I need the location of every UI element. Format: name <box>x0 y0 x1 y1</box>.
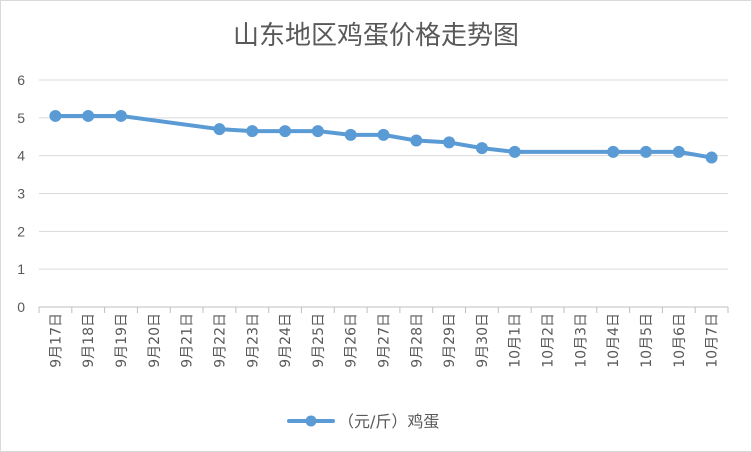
x-tick-label: 10月1日 <box>508 313 524 368</box>
x-tick-label: 9月21日 <box>180 313 196 368</box>
x-tick-label: 9月19日 <box>114 313 130 368</box>
data-point <box>508 145 521 158</box>
x-tick-label: 10月4日 <box>606 313 622 368</box>
data-point <box>475 142 488 155</box>
data-point <box>246 125 259 138</box>
data-point <box>49 109 62 122</box>
legend-marker <box>305 415 317 427</box>
chart-title: 山东地区鸡蛋价格走势图 <box>232 21 519 51</box>
data-point <box>377 128 390 141</box>
x-tick-label: 9月27日 <box>377 313 393 368</box>
x-tick-label: 9月22日 <box>212 313 228 368</box>
x-tick-label: 9月17日 <box>48 313 64 368</box>
data-point <box>311 125 324 138</box>
y-tick-label: 2 <box>17 223 25 239</box>
x-tick-label: 9月24日 <box>278 313 294 368</box>
data-point <box>213 123 226 136</box>
x-tick-label: 9月25日 <box>311 313 327 368</box>
legend-label: （元/斤）鸡蛋 <box>338 412 439 431</box>
x-tick-label: 9月20日 <box>147 313 163 368</box>
data-point <box>672 145 685 158</box>
x-tick-label: 10月6日 <box>672 313 688 368</box>
x-tick-label: 9月26日 <box>344 313 360 368</box>
data-point <box>344 128 357 141</box>
data-point <box>705 151 718 164</box>
data-point <box>443 136 456 149</box>
data-point <box>82 109 95 122</box>
x-tick-label: 9月18日 <box>81 313 97 368</box>
x-tick-label: 10月2日 <box>541 313 557 368</box>
y-tick-label: 0 <box>17 299 25 315</box>
x-tick-label: 10月5日 <box>639 313 655 368</box>
x-tick-label: 9月29日 <box>442 313 458 368</box>
y-tick-label: 4 <box>17 148 25 164</box>
y-tick-label: 1 <box>17 261 25 277</box>
x-tick-label: 9月23日 <box>245 313 261 368</box>
data-point <box>607 145 620 158</box>
y-tick-label: 3 <box>17 186 25 202</box>
x-tick-label: 10月3日 <box>573 313 589 368</box>
data-point <box>115 109 128 122</box>
data-point <box>639 145 652 158</box>
data-point <box>279 125 292 138</box>
y-tick-label: 5 <box>17 110 25 126</box>
y-tick-label: 6 <box>17 72 25 88</box>
x-tick-label: 9月30日 <box>475 313 491 368</box>
x-tick-label: 10月7日 <box>705 313 721 368</box>
data-point <box>410 134 423 147</box>
x-tick-label: 9月28日 <box>409 313 425 368</box>
